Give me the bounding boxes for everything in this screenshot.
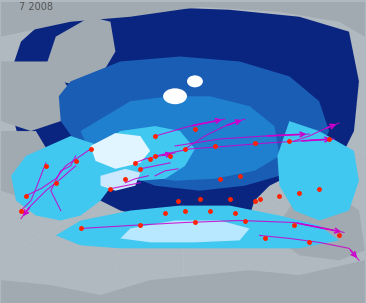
Polygon shape [1, 131, 51, 196]
Polygon shape [81, 96, 279, 181]
Polygon shape [279, 191, 365, 260]
Polygon shape [1, 260, 365, 303]
Polygon shape [1, 2, 365, 37]
Polygon shape [86, 126, 195, 181]
Polygon shape [101, 169, 140, 191]
Polygon shape [59, 56, 329, 191]
Polygon shape [11, 136, 115, 221]
Polygon shape [11, 7, 359, 225]
Ellipse shape [187, 75, 203, 87]
Ellipse shape [163, 88, 187, 104]
Polygon shape [90, 133, 150, 169]
Polygon shape [277, 121, 359, 221]
Polygon shape [56, 206, 339, 248]
Text: 7 2008: 7 2008 [19, 2, 53, 12]
Polygon shape [46, 17, 115, 86]
Polygon shape [120, 221, 250, 242]
Polygon shape [1, 62, 71, 131]
